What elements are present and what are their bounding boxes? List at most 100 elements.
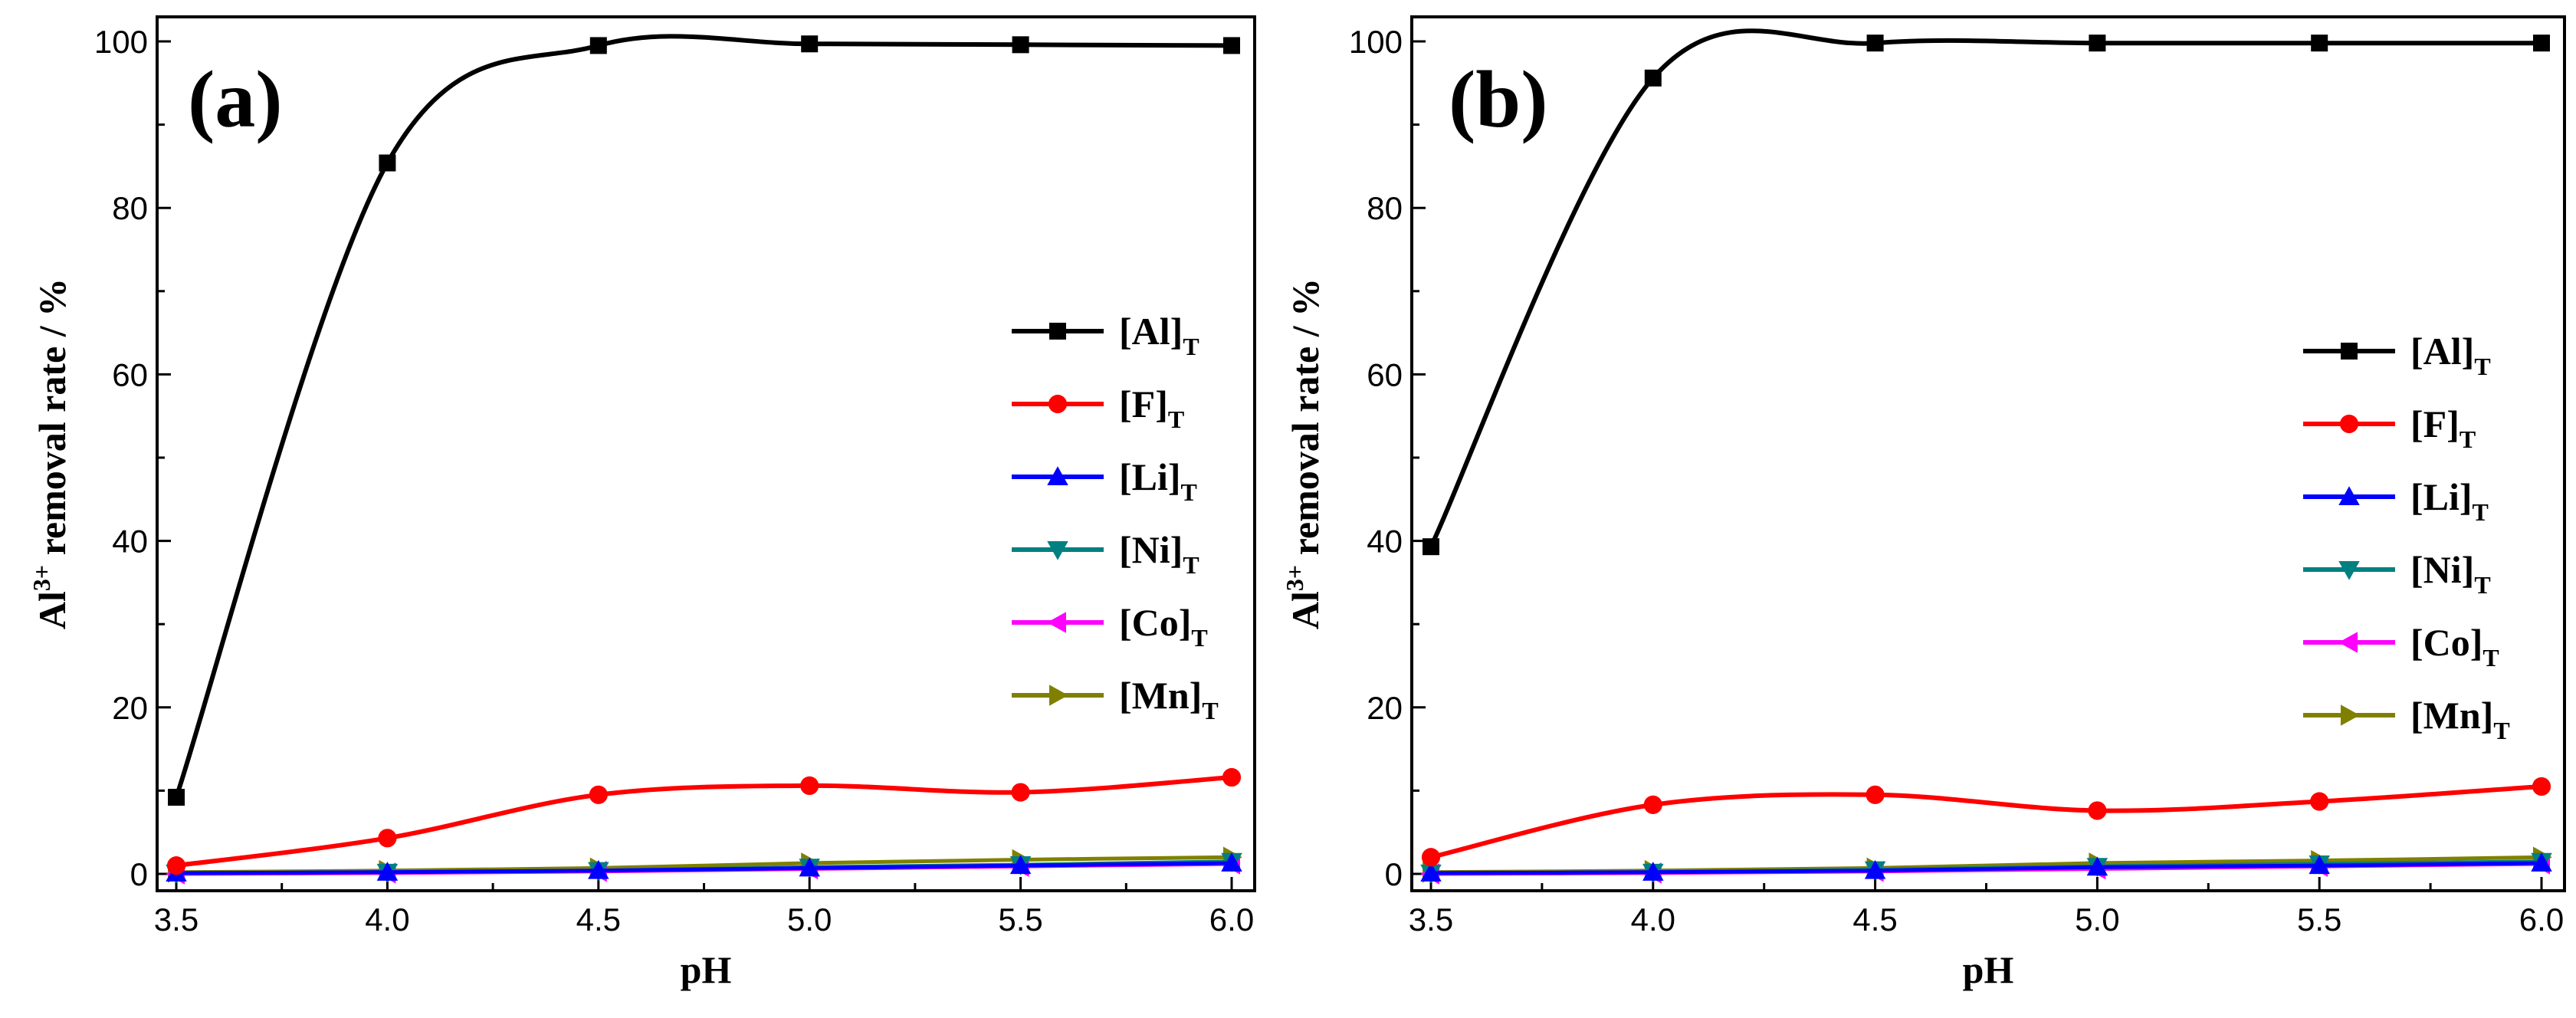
data-point [376, 862, 399, 881]
x-axis-title: pH [1963, 948, 2014, 991]
legend-marker [2341, 704, 2360, 726]
legend-label: [F]T [1119, 383, 1184, 433]
y-tick-label: 20 [112, 690, 148, 726]
x-tick-label: 4.5 [1852, 901, 1897, 938]
x-tick-label: 4.5 [576, 901, 621, 938]
data-point [1866, 785, 1885, 804]
data-point [1864, 859, 1886, 879]
x-axis-title: pH [681, 948, 732, 991]
data-point [2086, 856, 2108, 876]
x-tick-label: 5.5 [998, 901, 1042, 938]
x-tick-label: 4.0 [1631, 901, 1675, 938]
legend-entry: [Li]T [1012, 455, 1197, 506]
series-al [1423, 28, 2550, 556]
data-point [588, 859, 609, 879]
legend-marker [2339, 414, 2359, 434]
data-point [1223, 37, 1240, 54]
y-axis-title: Al3+ removal rate / % [28, 278, 74, 629]
x-tick-label: 3.5 [1409, 901, 1453, 938]
legend-marker [1048, 394, 1068, 414]
legend-marker [1047, 612, 1066, 633]
series-li [166, 852, 1242, 882]
legend-label: [Li]T [2410, 475, 2489, 526]
legend-entry: [Co]T [1012, 601, 1208, 652]
legend-label: [Ni]T [1119, 528, 1199, 579]
data-point [1011, 783, 1030, 802]
data-point [2531, 852, 2552, 872]
legend-marker [2338, 632, 2358, 653]
panel-b-chart: 3.5 4.0 4.5 5.0 5.5 6.0 0 20 40 60 80 100 pH Al3+ rem… [1281, 15, 2566, 991]
legend-label: [F]T [2410, 402, 2476, 453]
y-tick-label: 100 [94, 24, 148, 60]
data-point [1644, 69, 1662, 87]
data-point [1420, 862, 1442, 882]
legend-entry: [F]T [1012, 383, 1184, 433]
legend-label: [Co]T [1119, 601, 1208, 652]
legend-label: [Ni]T [2410, 548, 2491, 599]
series-al [168, 34, 1240, 806]
legend-entry: [Ni]T [2303, 548, 2491, 599]
legend-label: [Mn]T [1119, 674, 1219, 724]
data-point [1642, 862, 1664, 881]
y-tick-label: 60 [112, 356, 148, 392]
legend-marker [2341, 343, 2358, 360]
x-tick-label: 5.5 [2297, 901, 2341, 938]
y-tick-label: 20 [1367, 690, 1403, 726]
panel-label: (a) [188, 54, 283, 144]
x-tick-label: 6.0 [1209, 901, 1254, 938]
x-tick-label: 3.5 [154, 901, 199, 938]
series-line [176, 775, 1232, 869]
data-point [589, 785, 608, 804]
data-point [379, 154, 396, 172]
data-point [1423, 538, 1439, 556]
legend-marker [1047, 466, 1068, 485]
data-point [800, 776, 819, 795]
plot-frame [156, 15, 1256, 892]
series-line [1429, 28, 2542, 548]
data-point [1012, 36, 1029, 54]
legend-marker [1047, 541, 1068, 560]
legend-label: [Al]T [1119, 310, 1199, 360]
panel-a-chart: 3.5 4.0 4.5 5.0 5.5 6.0 0 20 40 60 80 100 pH Al3+ rem… [28, 15, 1256, 991]
data-point [1866, 34, 1884, 52]
legend: [Al]T [F]T [Li]T [Ni]T [Co]T [Mn]T [1012, 310, 1219, 724]
legend-entry: [Li]T [2303, 475, 2489, 526]
legend-entry: [Al]T [1012, 310, 1199, 360]
series-f [1421, 777, 2551, 867]
data-point [2311, 34, 2328, 52]
data-point [378, 829, 397, 848]
data-point [2309, 855, 2330, 875]
series-li [1420, 852, 2552, 882]
x-tick-label: 4.0 [365, 901, 409, 938]
series-line [1430, 861, 2542, 875]
x-tick-label: 5.0 [2075, 901, 2119, 938]
legend-entry: [Al]T [2303, 330, 2491, 380]
legend-entry: [Mn]T [1012, 674, 1219, 724]
data-point [801, 35, 819, 53]
series-f [166, 767, 1242, 875]
series-line [174, 34, 1232, 799]
data-point [799, 857, 820, 877]
legend: [Al]T [F]T [Li]T [Ni]T [Co]T [Mn]T [2303, 330, 2510, 744]
y-axis-title: Al3+ removal rate / % [1281, 278, 1327, 629]
data-point [1221, 852, 1242, 872]
panel-label: (b) [1449, 54, 1548, 144]
data-point [589, 37, 607, 54]
legend-entry: [F]T [2303, 402, 2476, 453]
legend-label: [Al]T [2410, 330, 2491, 380]
plot-frame [1410, 15, 2566, 892]
legend-marker [1049, 685, 1068, 706]
data-point [166, 856, 186, 875]
data-point [2089, 34, 2106, 52]
x-tick-label: 5.0 [787, 901, 832, 938]
y-tick-label: 0 [130, 856, 148, 892]
data-point [1009, 855, 1032, 875]
data-point [1643, 795, 1662, 814]
series-line [1430, 784, 2542, 860]
legend-entry: [Mn]T [2303, 694, 2510, 744]
legend-label: [Mn]T [2410, 694, 2510, 744]
y-tick-label: 0 [1385, 856, 1403, 892]
legend-marker [2338, 561, 2360, 580]
legend-label: [Li]T [1119, 455, 1197, 506]
